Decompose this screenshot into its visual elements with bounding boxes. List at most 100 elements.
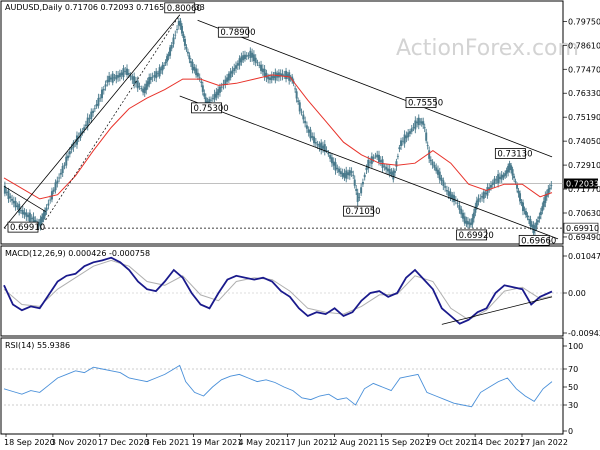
- candle-body: [97, 97, 100, 106]
- candle-body: [63, 164, 66, 166]
- price-annotation-box: [217, 26, 249, 38]
- candle-body: [45, 207, 48, 211]
- candle-body: [374, 155, 377, 157]
- candle-body: [120, 72, 123, 76]
- candle-body: [456, 202, 459, 204]
- candle-body: [155, 71, 158, 79]
- candle-body: [379, 160, 382, 163]
- candle-body: [305, 125, 308, 129]
- macd-y-tick-label: 0.00: [568, 289, 586, 298]
- candle-body: [414, 120, 417, 130]
- candle-body: [270, 75, 273, 81]
- candle-body: [59, 172, 62, 175]
- candle-body: [372, 157, 375, 159]
- candle-body: [281, 73, 284, 77]
- candle-body: [227, 73, 230, 81]
- candle-body: [514, 181, 517, 183]
- candle-body: [68, 151, 71, 155]
- candle-body: [355, 189, 358, 191]
- candle-body: [12, 200, 15, 204]
- candle-body: [318, 143, 321, 148]
- candle-body: [393, 170, 396, 173]
- candle-body: [433, 164, 436, 168]
- candle-body: [472, 212, 475, 219]
- price-y-tick-label: 0.69490: [568, 233, 600, 242]
- candle-body: [11, 198, 14, 201]
- candle-body: [183, 38, 186, 46]
- candle-body: [109, 77, 112, 80]
- candle-body: [174, 34, 177, 36]
- candle-body: [254, 57, 257, 63]
- price-annotation-box: [518, 234, 550, 246]
- price-annotation-box: [343, 205, 374, 217]
- candle-body: [193, 66, 196, 71]
- candle-body: [131, 76, 134, 80]
- x-tick-label: 29 Oct 2021: [426, 438, 475, 447]
- candle-body: [30, 218, 33, 219]
- support-price-label: 0.69910: [566, 224, 599, 233]
- candle-body: [149, 77, 152, 80]
- candle-body: [74, 142, 77, 144]
- candle-body: [352, 174, 355, 176]
- candle-body: [179, 20, 182, 27]
- price-y-tick-label: 0.78610: [568, 41, 600, 50]
- moving-average-line: [3, 74, 553, 200]
- candle-body: [341, 172, 344, 177]
- candle-body: [240, 56, 243, 63]
- candle-body: [400, 140, 403, 147]
- candle-body: [353, 179, 356, 186]
- x-tick-label: 18 Sep 2020: [4, 438, 55, 447]
- candle-body: [345, 170, 348, 179]
- candle-body: [235, 65, 238, 69]
- candle-body: [129, 75, 132, 77]
- watermark: ActionForex.com: [396, 36, 579, 61]
- candle-body: [210, 99, 213, 101]
- candle-body: [243, 54, 246, 60]
- candle-body: [297, 100, 300, 102]
- candle-body: [423, 127, 426, 129]
- candle-body: [247, 54, 250, 56]
- price-y-tick-label: 0.76330: [568, 89, 600, 98]
- candle-body: [42, 213, 45, 220]
- candle-body: [274, 72, 277, 81]
- candle-body: [307, 129, 310, 133]
- candle-body: [465, 220, 468, 224]
- candle-body: [277, 72, 280, 78]
- candle-body: [377, 154, 380, 163]
- price-header: AUDUSD,Daily 0.71706 0.72093 0.71659 0.7…: [5, 3, 205, 12]
- macd-y-tick-label: 0.010472: [568, 252, 600, 261]
- candle-body: [201, 85, 204, 92]
- candle-body: [398, 147, 401, 150]
- candle-body: [538, 216, 541, 219]
- macd-signal-line: [3, 259, 553, 321]
- candle-body: [298, 102, 301, 112]
- candle-body: [295, 91, 298, 99]
- candle-body: [5, 192, 8, 193]
- candle-body: [145, 83, 148, 91]
- price-annotation-label: 0.71050: [345, 207, 380, 217]
- price-annotation-label: 0.80060: [167, 4, 202, 14]
- candle-body: [92, 110, 95, 114]
- candle-body: [294, 88, 297, 90]
- price-annotation-label: 0.78900: [220, 28, 255, 38]
- candle-body: [426, 145, 429, 147]
- candle-body: [102, 88, 105, 91]
- candle-body: [386, 168, 389, 172]
- candle-body: [320, 142, 323, 151]
- rsi-y-tick-label: 30: [568, 401, 578, 410]
- rsi-y-tick-label: 50: [568, 383, 578, 392]
- candle-body: [93, 108, 96, 110]
- candle-body: [54, 182, 57, 191]
- candle-body: [330, 157, 333, 164]
- candle-body: [217, 89, 220, 96]
- candle-body: [358, 197, 361, 198]
- candle-body: [361, 181, 364, 185]
- trendline: [197, 19, 553, 158]
- candle-body: [405, 135, 408, 139]
- candle-body: [211, 98, 214, 100]
- candle-body: [527, 218, 530, 220]
- macd-trendline: [441, 296, 553, 325]
- candle-body: [238, 58, 241, 66]
